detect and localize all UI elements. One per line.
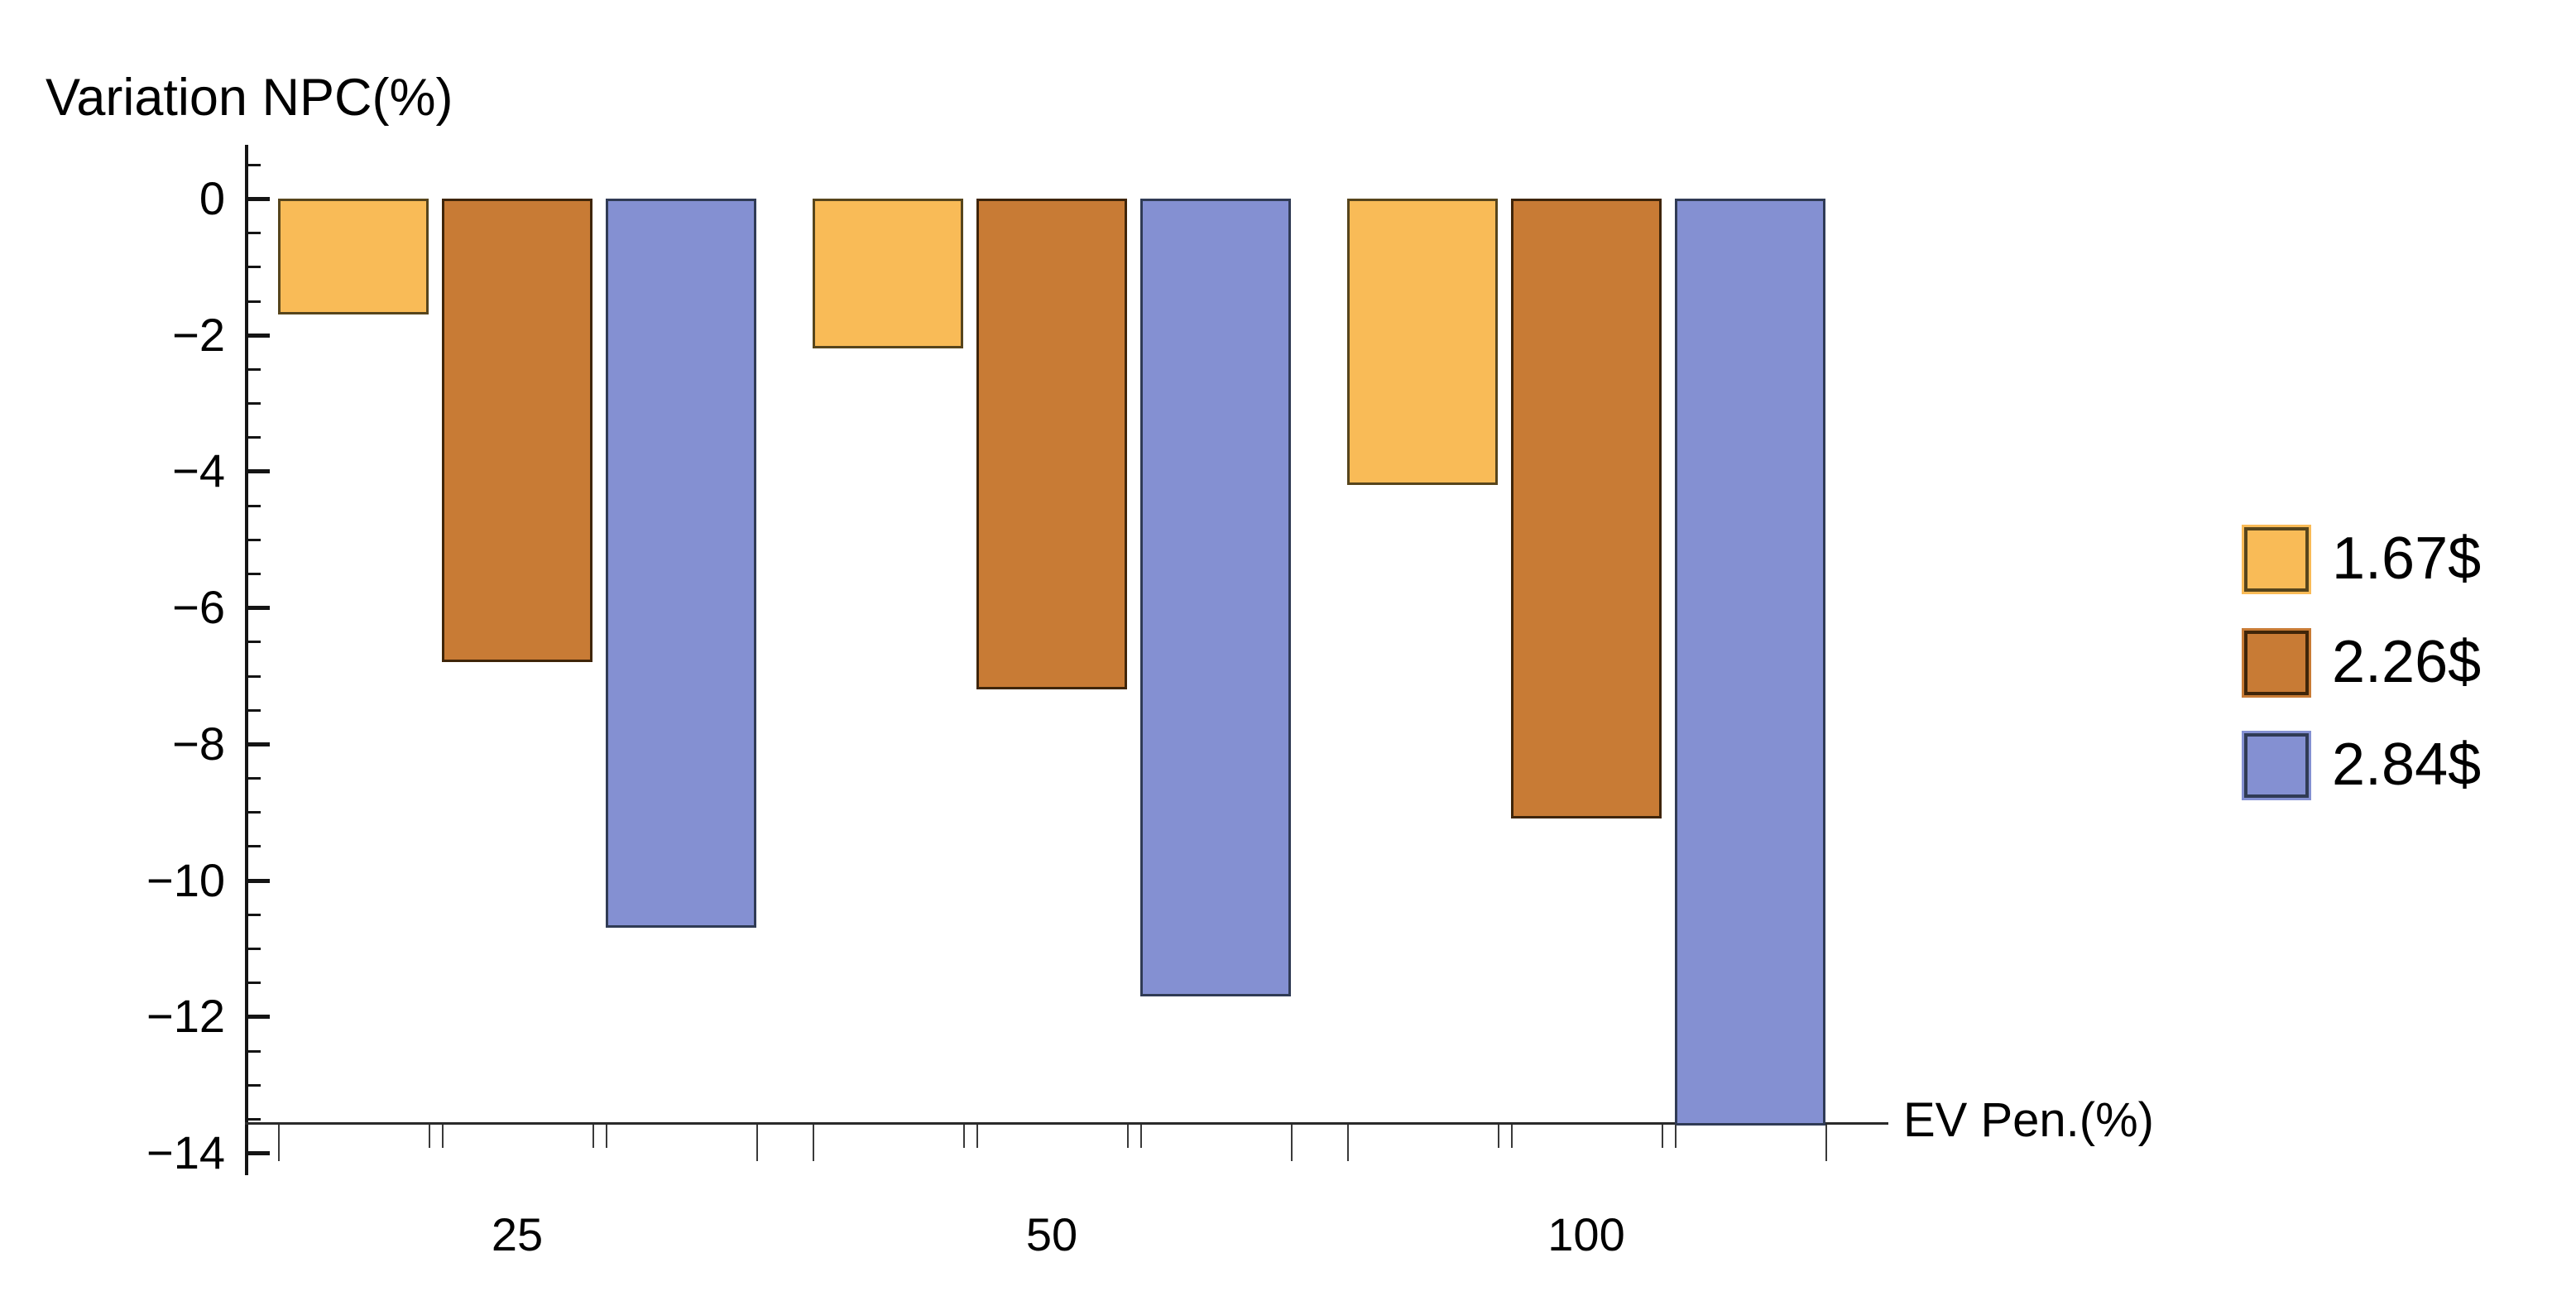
y-minor-tick [248, 811, 261, 814]
y-major-tick [248, 1015, 270, 1020]
y-axis-line [245, 145, 248, 1175]
y-tick-label: −4 [172, 444, 225, 497]
y-tick-label: −8 [172, 717, 225, 770]
y-tick-label: −2 [172, 308, 225, 361]
y-major-tick [248, 197, 270, 201]
y-minor-tick [248, 641, 261, 644]
bar-2.26$-100 [1511, 199, 1662, 818]
x-axis-tick [1347, 1125, 1349, 1161]
x-axis-tick [278, 1125, 280, 1161]
y-major-tick [248, 742, 270, 746]
y-minor-tick [248, 982, 261, 985]
y-minor-tick [248, 1083, 261, 1087]
legend-swatch-1.67$ [2244, 527, 2309, 592]
x-category-label: 100 [1547, 1208, 1625, 1260]
chart-title: Variation NPC(%) [46, 69, 453, 127]
x-axis-tick [592, 1125, 594, 1148]
bar-1.67$-25 [278, 199, 429, 314]
y-minor-tick [248, 1117, 261, 1121]
x-category-label: 25 [491, 1208, 544, 1260]
y-minor-tick [248, 266, 261, 269]
bar-1.67$-50 [813, 199, 963, 348]
y-minor-tick [248, 572, 261, 575]
legend-label-2.84$: 2.84$ [2332, 732, 2482, 798]
y-minor-tick [248, 402, 261, 406]
x-axis-tick [429, 1125, 430, 1148]
y-minor-tick [248, 947, 261, 950]
x-axis-label: EV Pen.(%) [1903, 1093, 2154, 1147]
x-axis-line [245, 1122, 1888, 1125]
x-axis-tick [1662, 1125, 1663, 1148]
y-minor-tick [248, 708, 261, 712]
legend-swatch-2.84$ [2244, 733, 2309, 798]
x-axis-tick [1825, 1125, 1827, 1161]
y-major-tick [248, 1151, 270, 1156]
y-major-tick [248, 878, 270, 883]
x-axis-tick [976, 1125, 978, 1148]
x-axis-tick [1498, 1125, 1499, 1148]
bar-2.84$-100 [1675, 199, 1825, 1126]
y-tick-label: −12 [146, 990, 225, 1043]
y-minor-tick [248, 538, 261, 541]
x-axis-tick [1127, 1125, 1129, 1148]
y-minor-tick [248, 232, 261, 235]
y-tick-label: −14 [146, 1126, 225, 1179]
bar-1.67$-100 [1347, 199, 1498, 485]
x-axis-tick [442, 1125, 444, 1148]
y-minor-tick [248, 913, 261, 916]
legend-swatch-2.26$ [2244, 631, 2309, 695]
y-minor-tick [248, 436, 261, 439]
y-major-tick [248, 333, 270, 338]
x-axis-tick [963, 1125, 965, 1148]
x-axis-tick [813, 1125, 814, 1161]
y-tick-label: 0 [199, 172, 225, 224]
bar-2.26$-25 [442, 199, 592, 662]
y-major-tick [248, 606, 270, 611]
y-tick-label: −10 [146, 853, 225, 906]
y-major-tick [248, 469, 270, 474]
bar-2.26$-50 [976, 199, 1127, 689]
x-category-label: 50 [1025, 1208, 1078, 1260]
x-axis-tick [1675, 1125, 1677, 1148]
x-axis-tick [1511, 1125, 1513, 1148]
x-axis-tick [756, 1125, 758, 1161]
y-minor-tick [248, 777, 261, 780]
y-minor-tick [248, 674, 261, 678]
bar-2.84$-50 [1140, 199, 1291, 996]
x-axis-tick [606, 1125, 607, 1148]
legend-label-2.26$: 2.26$ [2332, 629, 2482, 695]
x-axis-tick [1140, 1125, 1142, 1148]
y-minor-tick [248, 845, 261, 848]
legend-label-1.67$: 1.67$ [2332, 526, 2482, 592]
y-minor-tick [248, 163, 261, 166]
y-tick-label: −6 [172, 581, 225, 634]
bar-2.84$-25 [606, 199, 756, 928]
y-minor-tick [248, 367, 261, 371]
y-minor-tick [248, 1049, 261, 1053]
y-minor-tick [248, 300, 261, 303]
y-minor-tick [248, 504, 261, 507]
x-axis-tick [1291, 1125, 1293, 1161]
